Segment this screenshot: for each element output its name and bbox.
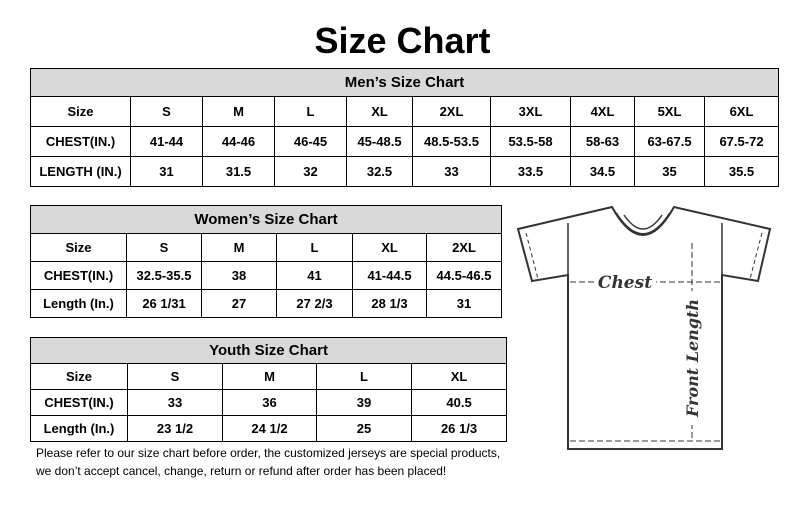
table-cell: 26 1/3 (410, 415, 508, 442)
column-header: 6XL (703, 96, 780, 127)
row-label: Length (In.) (30, 289, 127, 318)
table-row: CHEST(IN.) 33 36 39 40.5 (30, 389, 508, 416)
table-cell: 39 (316, 389, 412, 416)
table-cell: 31 (130, 156, 203, 187)
table-cell: 27 (201, 289, 277, 318)
table-cell: 36 (222, 389, 317, 416)
column-header: L (276, 233, 353, 262)
table-cell: 33 (412, 156, 491, 187)
youth-size-table: Youth Size Chart Size S M L XL CHEST(IN.) 33 36… (29, 337, 508, 442)
table-row: LENGTH (IN.) 31 31.5 32 32.5 33 33.5 34.5 35 35.5 (30, 156, 780, 187)
table-cell: 31 (426, 289, 502, 318)
collar-inner (623, 214, 663, 230)
tshirt-diagram: Chest Front Length (516, 205, 772, 450)
table-caption: Youth Size Chart (29, 337, 508, 364)
table-cell: 33 (127, 389, 223, 416)
column-header: Size (30, 363, 128, 390)
table-row: Length (In.) 23 1/2 24 1/2 25 26 1/3 (30, 415, 508, 442)
table-row: CHEST(IN.) 41-44 44-46 46-45 45-48.5 48.5-53.… (30, 126, 780, 157)
table-cell: 41-44 (130, 126, 203, 157)
column-header: Size (30, 96, 131, 127)
column-header: 2XL (412, 96, 491, 127)
front-length-label: Front Length (683, 299, 702, 418)
table-cell: 32 (274, 156, 347, 187)
row-label: CHEST(IN.) (30, 126, 131, 157)
table-cell: 23 1/2 (127, 415, 223, 442)
table-cell: 26 1/31 (126, 289, 202, 318)
column-header: 2XL (426, 233, 502, 262)
row-label: CHEST(IN.) (30, 261, 127, 290)
table-cell: 25 (316, 415, 412, 442)
womens-size-table: Women’s Size Chart Size S M L XL 2XL CHEST(IN.… (30, 205, 502, 318)
table-cell: 45-48.5 (346, 126, 413, 157)
header-row: Size S M L XL 2XL 3XL 4XL 5XL 6XL (30, 96, 780, 127)
table-cell: 63-67.5 (634, 126, 705, 157)
table-cell: 41-44.5 (352, 261, 427, 290)
column-header: 3XL (490, 96, 571, 127)
table-cell: 41 (276, 261, 353, 290)
note-line: we don’t accept cancel, change, return o… (36, 464, 447, 478)
column-header: M (202, 96, 275, 127)
table-caption: Women’s Size Chart (30, 205, 502, 234)
table-cell: 40.5 (410, 389, 508, 416)
table-cell: 58-63 (570, 126, 635, 157)
row-label: LENGTH (IN.) (30, 156, 131, 187)
table-cell: 34.5 (570, 156, 635, 187)
column-header: Size (30, 233, 127, 262)
table-caption: Men’s Size Chart (29, 68, 780, 97)
table-cell: 32.5-35.5 (126, 261, 202, 290)
column-header: L (316, 363, 412, 390)
row-label: CHEST(IN.) (30, 389, 128, 416)
table-cell: 53.5-58 (490, 126, 571, 157)
column-header: XL (410, 363, 508, 390)
row-label: Length (In.) (30, 415, 128, 442)
table-cell: 44.5-46.5 (426, 261, 502, 290)
collar (615, 212, 671, 235)
column-header: S (126, 233, 202, 262)
table-cell: 27 2/3 (276, 289, 353, 318)
table-cell: 28 1/3 (352, 289, 427, 318)
column-header: L (274, 96, 347, 127)
table-cell: 33.5 (490, 156, 571, 187)
header-row: Size S M L XL (30, 363, 508, 390)
order-note: Please refer to our size chart before or… (36, 444, 500, 480)
page-title: Size Chart (314, 20, 491, 61)
column-header: M (222, 363, 317, 390)
table-row: CHEST(IN.) 32.5-35.5 38 41 41-44.5 44.5-46.5 (30, 261, 502, 290)
tshirt-outline (516, 205, 772, 450)
column-header: M (201, 233, 277, 262)
chest-label: Chest (598, 273, 652, 293)
column-header: 5XL (634, 96, 705, 127)
table-cell: 35 (634, 156, 705, 187)
table-cell: 24 1/2 (222, 415, 317, 442)
table-row: Length (In.) 26 1/31 27 27 2/3 28 1/3 31 (30, 289, 502, 318)
column-header: S (127, 363, 223, 390)
header-row: Size S M L XL 2XL (30, 233, 502, 262)
table-cell: 67.5-72 (703, 126, 780, 157)
column-header: XL (352, 233, 427, 262)
table-cell: 38 (201, 261, 277, 290)
column-header: 4XL (570, 96, 635, 127)
column-header: S (130, 96, 203, 127)
table-cell: 35.5 (703, 156, 780, 187)
mens-size-table: Men’s Size Chart Size S M L XL 2XL 3XL 4XL 5XL 6X… (29, 68, 780, 187)
note-line: Please refer to our size chart before or… (36, 446, 501, 460)
table-cell: 48.5-53.5 (412, 126, 491, 157)
table-cell: 31.5 (202, 156, 275, 187)
table-cell: 46-45 (274, 126, 347, 157)
table-cell: 32.5 (346, 156, 413, 187)
table-cell: 44-46 (202, 126, 275, 157)
column-header: XL (346, 96, 413, 127)
